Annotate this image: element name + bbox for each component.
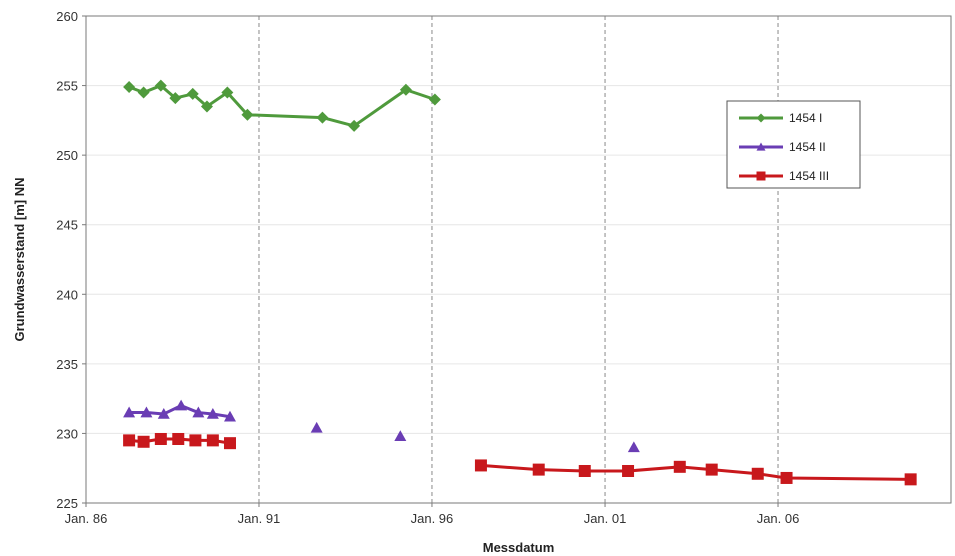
data-point (904, 473, 917, 486)
data-point (157, 407, 170, 419)
grid (86, 16, 951, 503)
y-tick-label: 255 (56, 79, 78, 94)
data-point (310, 421, 323, 433)
x-tick-label: Jan. 06 (757, 511, 800, 526)
data-point (206, 434, 219, 447)
x-tick-label: Jan. 01 (584, 511, 627, 526)
data-point (673, 460, 686, 473)
data-point (394, 430, 407, 442)
data-point (221, 86, 234, 99)
data-point (622, 464, 635, 477)
data-point (172, 432, 185, 445)
data-point (428, 93, 441, 106)
x-axis-ticks: Jan. 86 Jan. 91 Jan. 96 Jan. 01 Jan. 06 (65, 503, 800, 526)
data-point (780, 471, 793, 484)
data-point (316, 111, 329, 124)
data-point (169, 92, 182, 105)
plot-area (85, 15, 952, 504)
y-axis-ticks: 225 230 235 240 245 250 255 260 (56, 9, 86, 511)
data-point (137, 86, 150, 99)
data-point (137, 435, 150, 448)
data-point (578, 464, 591, 477)
data-point (348, 119, 361, 132)
legend-swatch-marker (756, 171, 766, 181)
y-axis-label: Grundwasserstand [m] NN (12, 178, 27, 342)
legend-label: 1454 II (789, 140, 826, 154)
data-point (192, 406, 205, 418)
data-point (241, 108, 254, 121)
series-line (480, 463, 911, 481)
data-point (399, 83, 412, 96)
data-point (751, 467, 764, 480)
y-tick-label: 240 (56, 287, 78, 302)
data-point (154, 79, 167, 92)
data-point (206, 407, 219, 419)
legend-swatch-marker (756, 142, 766, 151)
series-3 (123, 432, 917, 486)
data-point (474, 459, 487, 472)
series-2 (123, 399, 640, 453)
data-point (186, 87, 199, 100)
legend-box (726, 100, 861, 189)
x-tick-label: Jan. 91 (238, 511, 281, 526)
data-point (175, 399, 188, 411)
series-layer (123, 79, 917, 486)
data-point (200, 100, 213, 113)
y-tick-label: 245 (56, 218, 78, 233)
legend-label: 1454 I (789, 111, 822, 125)
series-1 (123, 79, 441, 132)
series-line (128, 84, 436, 128)
data-point (532, 463, 545, 476)
legend: 1454 I 1454 II 1454 III (726, 100, 861, 189)
legend-label: 1454 III (789, 169, 829, 183)
x-tick-label: Jan. 86 (65, 511, 108, 526)
y-tick-label: 225 (56, 496, 78, 511)
x-tick-label: Jan. 96 (411, 511, 454, 526)
data-point (627, 441, 640, 453)
x-axis-label: Messdatum (483, 540, 555, 555)
data-point (154, 432, 167, 445)
y-tick-label: 230 (56, 426, 78, 441)
data-point (223, 437, 236, 450)
data-point (223, 410, 236, 422)
y-tick-label: 235 (56, 357, 78, 372)
y-tick-label: 250 (56, 148, 78, 163)
legend-swatch-marker (756, 113, 766, 123)
data-point (123, 434, 136, 447)
data-point (189, 434, 202, 447)
y-tick-label: 260 (56, 9, 78, 24)
data-point (705, 463, 718, 476)
data-point (123, 406, 136, 418)
data-point (140, 406, 153, 418)
data-point (123, 80, 136, 93)
